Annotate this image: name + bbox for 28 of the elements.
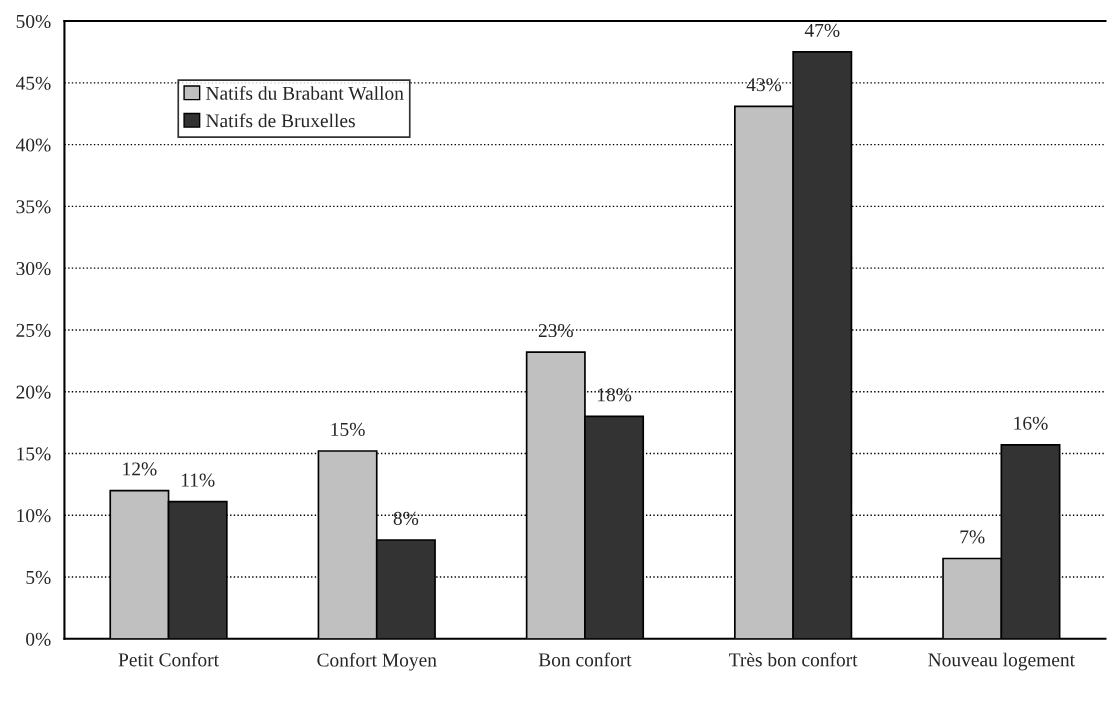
data-label: 43% [746,78,782,92]
data-label: 47% [804,23,840,37]
x-tick-label: Confort Moyen [317,652,437,671]
y-tick-label: 30% [16,261,51,276]
data-label: 23% [538,324,573,338]
legend-label: Natifs du Brabant Wallon [206,85,404,100]
x-tick-label: Petit Confort [118,652,219,667]
data-label: 12% [123,462,157,476]
data-label: 18% [597,388,632,402]
y-tick-label: 10% [17,509,51,523]
x-tick-label: Très bon confort [729,652,858,667]
y-tick-label: 50% [16,14,51,29]
data-label: 8% [393,511,419,525]
y-tick-label: 0% [26,632,51,646]
y-tick-label: 25% [16,323,51,337]
x-tick-label: Nouveau logement [928,652,1075,671]
x-tick-label: Bon confort [538,652,632,667]
y-tick-label: 5% [26,570,51,585]
data-label: 11% [181,473,215,487]
legend-label: Natifs de Bruxelles [206,113,355,128]
data-label: 16% [1014,416,1048,430]
y-tick-label: 45% [15,76,51,90]
data-label: 15% [331,422,365,437]
data-label: 7% [960,530,985,544]
y-tick-label: 15% [17,447,51,461]
y-tick-label: 35% [16,200,51,214]
y-tick-label: 40% [15,138,51,152]
y-tick-label: 20% [16,385,51,399]
